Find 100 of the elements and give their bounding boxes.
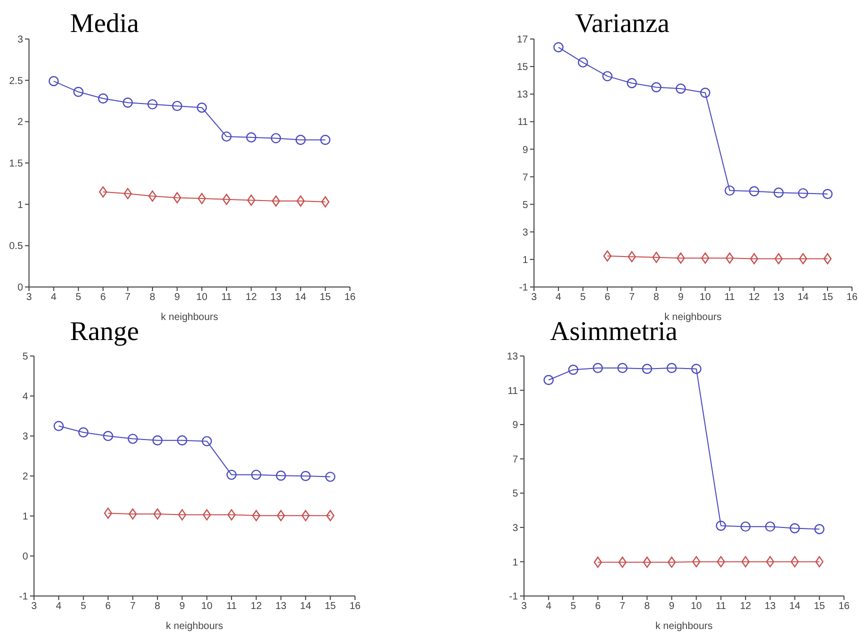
point — [296, 195, 305, 207]
x-tick-label: 15 — [814, 601, 826, 612]
point — [578, 57, 588, 68]
x-tick-label: 12 — [250, 601, 262, 612]
point — [128, 508, 137, 520]
x-tick-label: 11 — [226, 601, 238, 612]
x-tick-label: 8 — [154, 601, 161, 612]
x-tick-label: 11 — [221, 292, 232, 304]
point — [172, 100, 182, 112]
point — [202, 436, 212, 446]
x-tick-label: 7 — [620, 601, 626, 612]
x-tick-label: 4 — [50, 292, 57, 304]
point — [618, 556, 627, 568]
x-tick-label: 15 — [822, 292, 834, 304]
y-tick-label: 7 — [522, 172, 528, 184]
point — [666, 362, 677, 374]
y-tick-label: 4 — [22, 392, 28, 403]
point — [73, 86, 84, 98]
x-tick-label: 16 — [344, 292, 356, 304]
y-tick-label: 0 — [17, 282, 24, 294]
x-axis-title: k neighbours — [160, 312, 218, 323]
point — [98, 186, 108, 198]
point — [320, 134, 330, 145]
point — [178, 509, 186, 520]
y-tick-label: 11 — [508, 386, 518, 397]
point — [227, 509, 236, 520]
point — [814, 524, 824, 534]
x-tick-label: 9 — [179, 601, 186, 612]
x-tick-label: 5 — [76, 292, 82, 304]
point — [251, 470, 262, 480]
x-tick-label: 6 — [604, 292, 611, 304]
x-tick-label: 6 — [100, 292, 106, 304]
x-tick-label: 14 — [300, 601, 312, 612]
y-tick-label: 1 — [512, 557, 518, 568]
point — [124, 188, 132, 200]
point — [676, 84, 686, 94]
point — [196, 102, 207, 113]
x-tick-label: 5 — [80, 601, 87, 612]
point — [749, 186, 760, 196]
y-tick-label: 7 — [512, 454, 518, 466]
x-tick-label: 3 — [531, 292, 538, 304]
x-axis-title: k neighbours — [655, 621, 713, 632]
point — [272, 195, 280, 207]
x-tick-label: 7 — [130, 601, 136, 612]
point — [553, 42, 564, 52]
point — [270, 133, 282, 144]
point — [276, 470, 286, 481]
point — [774, 188, 784, 198]
y-tick-label: 13 — [506, 352, 518, 363]
x-tick-label: 11 — [716, 601, 727, 612]
point — [701, 252, 710, 264]
point — [652, 252, 660, 263]
point — [198, 192, 206, 204]
point — [128, 434, 138, 444]
chart-title: Media — [70, 8, 139, 39]
x-tick-label: 15 — [320, 292, 332, 304]
x-tick-label: 8 — [654, 292, 660, 304]
point — [691, 364, 702, 374]
x-tick-label: 11 — [724, 292, 736, 304]
chart-title: Varianza — [575, 8, 670, 39]
x-tick-label: 13 — [773, 292, 785, 304]
y-tick-label: 9 — [522, 144, 528, 156]
point — [48, 76, 59, 86]
point — [790, 556, 799, 568]
point — [300, 470, 311, 482]
x-tick-label: 7 — [629, 292, 636, 304]
point — [173, 192, 182, 204]
y-tick-label: 5 — [512, 488, 518, 500]
point — [104, 508, 112, 519]
y-tick-label: 13 — [516, 90, 528, 101]
y-tick-label: 0 — [22, 552, 28, 563]
y-tick-label: 9 — [512, 420, 518, 432]
point — [716, 520, 726, 531]
point — [823, 253, 832, 264]
point — [716, 556, 726, 568]
x-tick-label: 4 — [556, 292, 562, 304]
x-tick-label: 9 — [678, 292, 684, 304]
point — [651, 82, 662, 92]
x-tick-label: 12 — [740, 601, 752, 612]
x-tick-label: 3 — [31, 601, 38, 612]
y-tick-label: 17 — [516, 34, 528, 46]
y-tick-label: 1.5 — [9, 158, 24, 170]
y-tick-label: 1 — [22, 512, 28, 523]
point — [774, 253, 783, 264]
x-tick-label: 16 — [838, 601, 850, 612]
point — [122, 98, 133, 108]
point — [147, 99, 158, 110]
point — [603, 250, 612, 262]
point — [153, 508, 162, 520]
point — [602, 71, 612, 82]
x-tick-label: 8 — [644, 601, 650, 612]
point — [568, 364, 578, 375]
point — [740, 521, 751, 532]
y-tick-label: 15 — [516, 62, 528, 74]
point — [202, 509, 211, 520]
x-tick-label: 14 — [295, 292, 307, 304]
y-tick-label: 2 — [17, 117, 24, 128]
x-tick-label: 16 — [349, 601, 361, 612]
x-tick-label: 10 — [700, 292, 712, 304]
x-tick-label: 13 — [270, 292, 282, 304]
